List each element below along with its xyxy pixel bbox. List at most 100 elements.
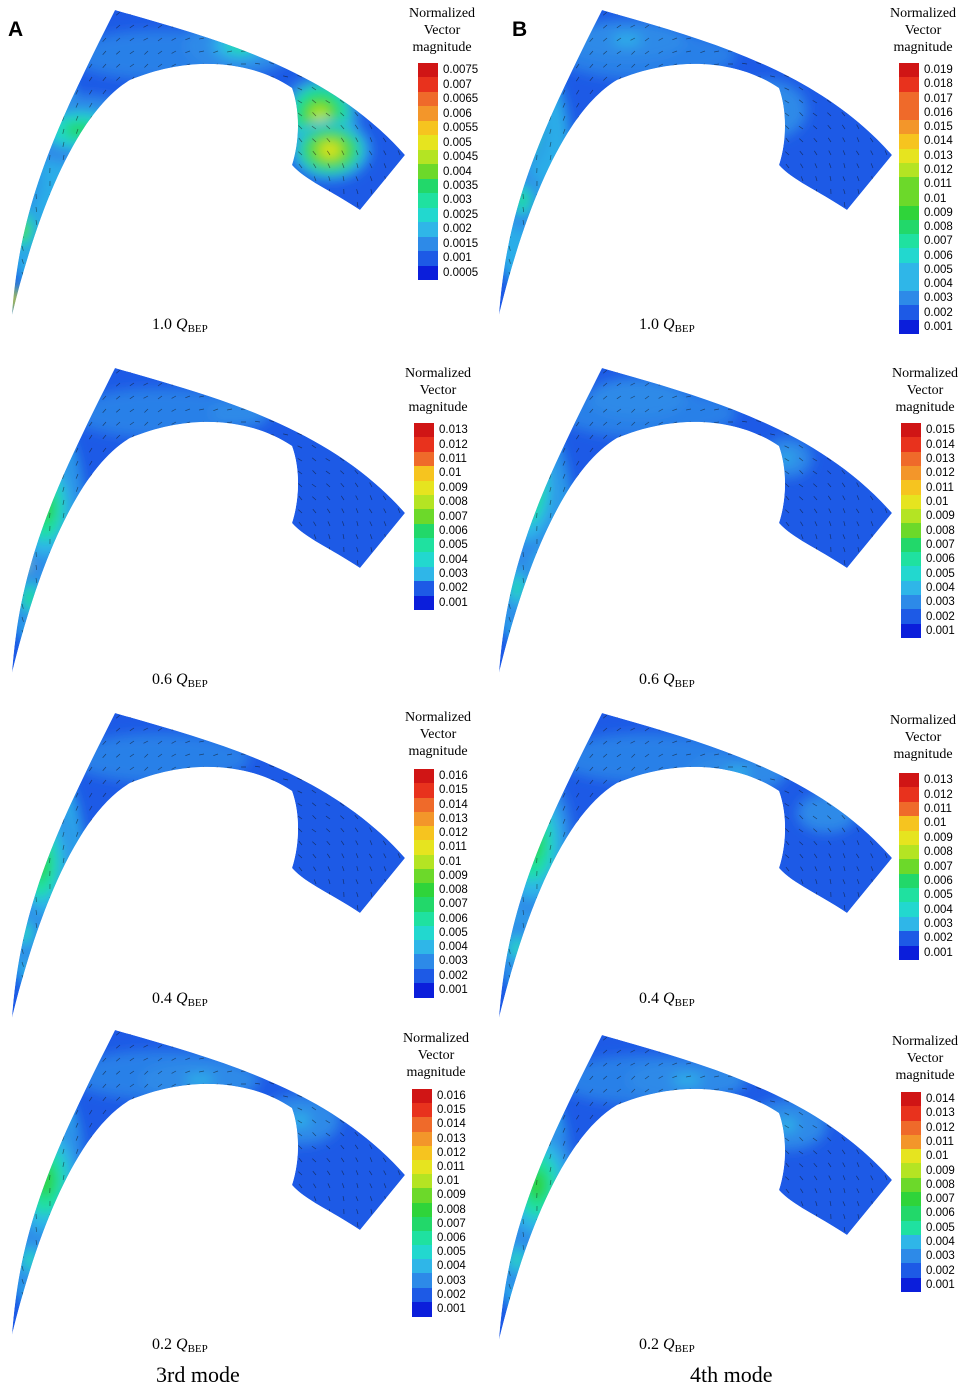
legend-colorbar-b2: [901, 423, 921, 639]
legend-swatch: [899, 787, 919, 803]
legend-tick-label: 0.01: [926, 1150, 949, 1163]
legend-tick-label: 0.008: [924, 846, 953, 859]
legend-swatch: [412, 1131, 432, 1147]
legend-tick-label: 0.011: [926, 1136, 954, 1148]
legend-swatch: [899, 816, 919, 832]
legend-tick-label: 0.0005: [443, 266, 479, 279]
hotspot-contour: [624, 393, 650, 403]
legend-tick-label: 0.002: [439, 582, 468, 595]
flow-condition-label-b3: 0.4 QBEP: [639, 990, 695, 1009]
legend-tick-label: 0.01: [924, 817, 947, 830]
contour-field-a3: [12, 713, 405, 1018]
legend-tick-label: 0.012: [439, 438, 468, 451]
contour-field-b1: [499, 10, 892, 315]
legend-tick-label: 0.007: [439, 510, 468, 523]
legend-swatch: [412, 1089, 432, 1104]
legend-tick-label: 0.004: [924, 278, 953, 291]
legend-swatch: [418, 149, 438, 165]
legend-swatch: [412, 1259, 432, 1274]
legend-tick-label: 0.0065: [443, 93, 479, 106]
hotspot-contour: [780, 453, 794, 463]
legend-swatch: [901, 566, 921, 582]
legend-swatch: [412, 1103, 432, 1118]
legend-tick-label: 0.009: [439, 869, 468, 882]
flow-condition-label-a4: 0.2 QBEP: [152, 1336, 208, 1355]
legend-swatch: [414, 897, 434, 912]
legend-colorbar-b1: [899, 63, 919, 335]
legend-tick-label: 0.011: [439, 452, 467, 465]
legend-tick-label: 0.014: [437, 1118, 466, 1131]
hotspot-contour: [18, 459, 72, 557]
legend-tick-label: 0.008: [439, 884, 468, 897]
legend-tick-label: 0.004: [924, 903, 953, 916]
legend-swatch: [418, 193, 438, 209]
legend-tick-label: 0.001: [439, 983, 468, 996]
legend-swatch: [418, 178, 438, 194]
legend-swatch: [899, 191, 919, 207]
hotspot-contour: [757, 102, 777, 118]
legend-swatch: [418, 164, 438, 180]
legend-swatch: [412, 1145, 432, 1161]
legend-title-b2: Normalized Vector magnitude: [891, 366, 959, 415]
legend-tick-label: 0.0035: [443, 179, 479, 192]
legend-tick-label: 0.007: [443, 78, 472, 91]
legend-tick-label: 0.013: [926, 452, 955, 465]
legend-tick-label: 0.008: [437, 1203, 466, 1216]
hotspot-contour: [27, 475, 63, 541]
hotspot-contour: [185, 1075, 215, 1085]
legend-tick-label: 0.0025: [443, 208, 479, 221]
hotspot-contour: [507, 864, 527, 882]
hotspot-contour: [518, 470, 536, 506]
legend-swatch: [899, 916, 919, 932]
legend-swatch: [418, 77, 438, 93]
legend-tick-label: 0.005: [439, 539, 468, 552]
legend-tick-label: 0.006: [443, 107, 472, 120]
legend-swatch: [899, 291, 919, 306]
flow-condition-label-a3: 0.4 QBEP: [152, 990, 208, 1009]
legend-swatch: [899, 773, 919, 788]
legend-tick-label: 0.013: [439, 424, 468, 437]
legend-swatch: [901, 1106, 921, 1122]
legend-swatch: [901, 437, 921, 453]
hotspot-contour: [512, 578, 522, 598]
hotspot-contour: [28, 459, 62, 487]
legend-swatch: [901, 1234, 921, 1250]
legend-tick-label: 0.006: [924, 874, 953, 887]
hotspot-contour: [17, 223, 27, 237]
legend-tick-label: 0.004: [437, 1260, 466, 1273]
legend-swatch: [412, 1230, 432, 1246]
legend-swatch: [901, 580, 921, 596]
legend-tick-label: 0.006: [926, 1207, 955, 1220]
legend-tick-label: 0.004: [439, 941, 468, 954]
hotspot-contour: [510, 120, 524, 140]
legend-tick-label: 0.007: [437, 1217, 466, 1230]
legend-tick-label: 0.012: [926, 1121, 955, 1134]
hotspot-contour: [34, 464, 56, 482]
legend-colorbar-a3: [414, 769, 434, 998]
hotspot-contour: [12, 211, 36, 249]
hotspot-contour: [517, 108, 527, 122]
legend-tick-label: 0.01: [439, 855, 462, 868]
panel-letter-a: A: [8, 18, 24, 41]
legend-swatch: [901, 1277, 921, 1293]
legend-swatch: [414, 840, 434, 855]
legend-tick-label: 0.003: [926, 1250, 955, 1263]
legend-tick-label: 0.009: [926, 1164, 955, 1177]
hotspot-contour: [35, 1162, 55, 1198]
legend-swatch: [901, 1206, 921, 1222]
legend-tick-label: 0.002: [924, 306, 953, 319]
domain-fill: [12, 368, 405, 673]
legend-title-a3: Normalized Vector magnitude: [404, 710, 472, 759]
legend-swatch: [899, 177, 919, 192]
legend-swatch: [414, 581, 434, 597]
legend-tick-label: 0.005: [437, 1246, 466, 1259]
hotspot-contour: [505, 509, 525, 527]
hotspot-contour: [226, 37, 254, 53]
hotspot-contour: [513, 102, 531, 128]
legend-swatch: [899, 77, 919, 92]
hotspot-contour: [12, 150, 40, 210]
legend-tick-label: 0.012: [437, 1146, 466, 1159]
hotspot-contour: [198, 22, 282, 68]
hotspot-contour: [512, 940, 522, 956]
legend-swatch: [901, 451, 921, 467]
